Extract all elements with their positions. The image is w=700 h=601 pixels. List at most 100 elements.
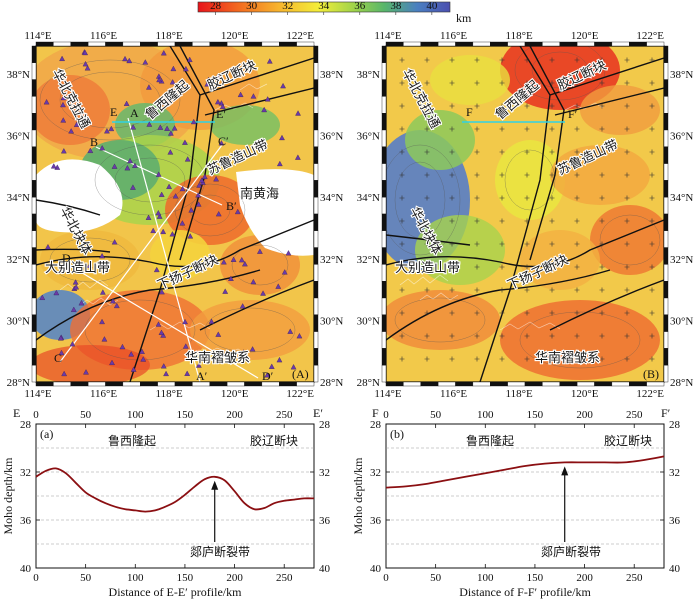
seismic-station xyxy=(276,356,283,363)
seismic-station xyxy=(295,110,301,116)
grid-node-marker xyxy=(424,172,430,178)
seismic-station xyxy=(168,130,174,136)
seismic-station xyxy=(70,306,77,312)
seismic-station xyxy=(167,149,174,155)
seismic-station xyxy=(140,356,147,362)
grid-node-marker xyxy=(499,195,505,201)
grid-node-marker xyxy=(499,80,505,86)
grid-node-marker xyxy=(624,333,630,339)
frame-segment xyxy=(381,297,387,315)
grid-node-marker xyxy=(449,218,455,224)
profile-endpoint-label: C′ xyxy=(218,134,229,148)
profile-endpoint-label: D′ xyxy=(262,369,274,383)
profile-endpoint-label: F′ xyxy=(568,107,578,121)
x-tick-label-top: 250 xyxy=(276,409,293,421)
grid-node-marker xyxy=(549,126,555,132)
seismic-station xyxy=(108,125,115,132)
frame-segment xyxy=(35,381,54,387)
map-b-frame: 114°E 114°E 116°E 116°E 118°E 118°E 120°E 120°E… xyxy=(357,30,694,400)
frame-segment xyxy=(31,112,37,131)
grid-node-marker xyxy=(524,264,530,270)
frame-segment xyxy=(313,146,319,164)
seismic-station xyxy=(196,182,202,188)
frame-segment xyxy=(313,45,319,63)
grid-node-marker xyxy=(524,149,530,155)
frame-segment xyxy=(663,365,669,383)
lat-tick-left: 32°N xyxy=(7,254,30,266)
grid-node-marker xyxy=(424,241,430,247)
frame-segment xyxy=(279,41,297,47)
x-tick-label-top: 0 xyxy=(383,409,389,421)
seismic-station xyxy=(198,177,205,183)
frame-segment xyxy=(31,45,37,63)
frame-segment xyxy=(385,41,404,47)
chart-b-start-label: F xyxy=(372,406,379,420)
x-tick-label-top: 150 xyxy=(527,409,544,421)
grid-node-marker xyxy=(574,103,580,109)
grid-node-marker xyxy=(449,57,455,63)
x-tick-label-bottom: 250 xyxy=(626,572,643,584)
grid-node-marker xyxy=(449,126,455,132)
frame-segment xyxy=(209,41,228,47)
grid-node-marker xyxy=(424,264,430,270)
frame-segment xyxy=(381,348,387,366)
y-tick-label-right: 40 xyxy=(669,563,681,575)
seismic-station xyxy=(275,283,282,289)
grid-node-marker xyxy=(524,172,530,178)
frame-segment xyxy=(157,41,176,47)
seismic-station xyxy=(83,369,89,375)
frame-segment xyxy=(381,62,387,80)
grid-node-marker xyxy=(599,287,605,293)
grid-node-marker xyxy=(499,264,505,270)
seismic-station xyxy=(60,117,67,123)
grid-node-marker xyxy=(399,172,405,178)
lon-tick-bottom: 120°E xyxy=(571,388,599,400)
seismic-station xyxy=(146,121,153,127)
profile-endpoint-label: D xyxy=(62,251,71,265)
grid-node-marker xyxy=(574,218,580,224)
x-tick-label-bottom: 0 xyxy=(33,572,39,584)
x-tick-label-bottom: 50 xyxy=(80,572,92,584)
y-tick-label-right: 36 xyxy=(669,515,681,527)
seismic-station xyxy=(100,289,106,295)
seismic-station xyxy=(101,336,108,342)
map-a: 华北克拉通 鲁西隆起胶辽断块苏鲁造山带南黄海华北块体下扬子断块大别造山带华南褶皱系… xyxy=(7,30,344,400)
grid-node-marker xyxy=(449,103,455,109)
frame-segment xyxy=(313,230,319,248)
seismic-station xyxy=(113,302,120,309)
grid-node-marker xyxy=(624,172,630,178)
seismic-station xyxy=(39,294,46,300)
grid-node-marker xyxy=(474,57,480,63)
seismic-station xyxy=(215,331,222,337)
lat-tick-right: 30°N xyxy=(320,315,343,327)
seismic-station xyxy=(82,61,89,67)
seismic-station xyxy=(264,96,271,102)
frame-segment xyxy=(313,62,319,80)
lon-tick-top: 116°E xyxy=(90,30,117,42)
lon-tick-bottom: 114°E xyxy=(374,388,401,400)
seismic-station xyxy=(179,220,186,226)
x-tick-label-top: 0 xyxy=(33,409,39,421)
chart-a-panel-label: (a) xyxy=(40,427,53,441)
grid-node-marker xyxy=(524,103,530,109)
frame-segment xyxy=(31,62,37,80)
seismic-station xyxy=(285,250,292,256)
y-tick-label-left: 28 xyxy=(20,419,32,431)
chart-a-start-label: E xyxy=(13,406,20,420)
grid-node-marker xyxy=(649,218,655,224)
seismic-station xyxy=(99,318,105,325)
frame-segment xyxy=(313,247,319,265)
frame-segment xyxy=(31,213,37,231)
grid-node-marker xyxy=(599,57,605,63)
grid-node-marker xyxy=(449,287,455,293)
frame-segment xyxy=(663,112,669,131)
seismic-station xyxy=(164,125,170,131)
grid-node-marker xyxy=(574,333,580,339)
colorbar-tick-label: 40 xyxy=(426,0,438,12)
grid-node-marker xyxy=(474,310,480,316)
seismic-station xyxy=(157,124,164,130)
grid-node-marker xyxy=(524,57,530,63)
lon-tick-top: 114°E xyxy=(24,30,51,42)
grid-node-marker xyxy=(624,149,630,155)
